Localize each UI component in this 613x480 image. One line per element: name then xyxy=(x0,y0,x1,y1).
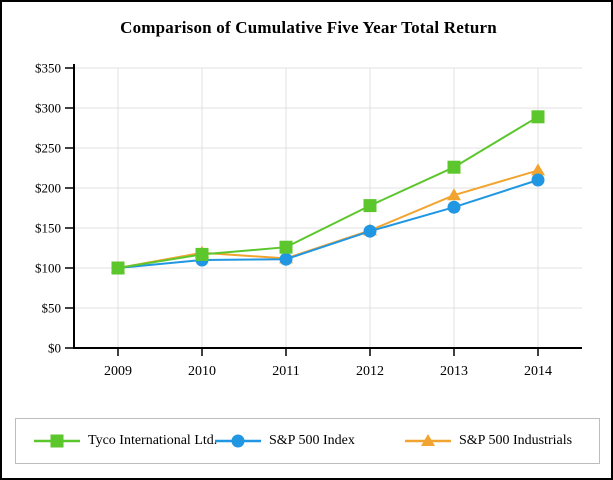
circle-marker xyxy=(531,173,545,187)
series-tyco-international-ltd xyxy=(111,110,545,275)
line-chart-plot-area: $0 $50 $100 $150 $200 $250 $300 $350 2009 2010 201… xyxy=(35,61,582,380)
y-axis-tick-label: $200 xyxy=(35,181,61,196)
y-axis-tick-label: $0 xyxy=(48,341,61,356)
legend-item-sp500-index: S&P 500 Index xyxy=(215,419,355,463)
legend-marker-square-icon xyxy=(34,434,80,448)
y-axis-tick-label: $50 xyxy=(42,301,62,316)
triangle-marker xyxy=(447,188,461,201)
y-axis-tick-label: $250 xyxy=(35,141,61,156)
x-axis-tick-label: 2010 xyxy=(188,364,216,379)
chart-title: Comparison of Cumulative Five Year Total… xyxy=(120,18,497,37)
triangle-marker xyxy=(531,163,545,176)
y-axis-tick-label: $100 xyxy=(35,261,61,276)
x-axis-tick-label: 2014 xyxy=(524,364,552,379)
x-axis-tick-label: 2011 xyxy=(272,364,299,379)
x-axis-tick-label: 2013 xyxy=(440,364,468,379)
axes xyxy=(65,64,582,356)
square-marker xyxy=(111,261,125,275)
legend-label: S&P 500 Index xyxy=(269,433,355,448)
y-axis-tick-label: $300 xyxy=(35,101,61,116)
square-marker xyxy=(50,434,64,448)
circle-marker xyxy=(279,252,293,266)
x-axis-tick-label: 2012 xyxy=(356,364,384,379)
circle-marker xyxy=(363,224,377,238)
square-marker xyxy=(531,110,545,124)
legend-item-sp500-industrials: S&P 500 Industrials xyxy=(405,419,572,463)
legend-label: S&P 500 Industrials xyxy=(459,433,573,448)
square-marker xyxy=(195,247,209,261)
series-line xyxy=(117,169,539,269)
legend-label: Tyco International Ltd. xyxy=(88,433,218,448)
square-marker xyxy=(363,199,377,213)
series-line xyxy=(117,179,539,269)
triangle-marker xyxy=(421,434,435,446)
axis-labels: $0 $50 $100 $150 $200 $250 $300 $350 2009 2010 201… xyxy=(35,61,552,380)
y-axis-tick-label: $150 xyxy=(35,221,61,236)
legend-item-tyco-international: Tyco International Ltd. xyxy=(34,419,217,463)
legend-marker-triangle-icon xyxy=(405,434,451,446)
square-marker xyxy=(279,240,293,254)
legend-marker-circle-icon xyxy=(215,434,261,448)
circle-marker xyxy=(447,200,461,214)
chart-legend: Tyco International Ltd. S&P 500 Index S&… xyxy=(15,418,600,464)
square-marker xyxy=(447,160,461,174)
series-line xyxy=(117,115,539,269)
series-s-p-500-industrials xyxy=(111,163,545,273)
gridlines xyxy=(74,67,582,348)
y-axis-tick-label: $350 xyxy=(35,61,61,76)
circle-marker xyxy=(231,434,245,448)
x-axis-tick-label: 2009 xyxy=(104,364,132,379)
